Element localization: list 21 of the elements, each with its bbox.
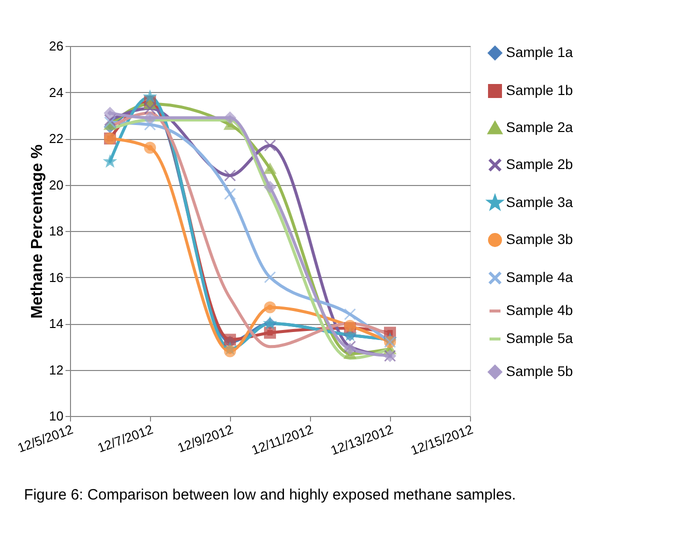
text: Figure 6: Comparison between low and highly exposed methane samples. bbox=[24, 486, 516, 504]
y-tick-label: 22 bbox=[49, 131, 64, 146]
legend-label: Sample 2b bbox=[506, 156, 574, 172]
legend-label: Sample 3b bbox=[506, 231, 574, 247]
legend-label: Sample 5b bbox=[506, 363, 574, 379]
legend-label: Sample 4a bbox=[506, 269, 574, 285]
y-tick-label: 24 bbox=[49, 84, 64, 100]
y-tick-label: 10 bbox=[49, 408, 64, 424]
y-axis-title: Methane Percentage % bbox=[29, 144, 46, 319]
y-tick-label: 12 bbox=[49, 362, 64, 378]
y-tick-label: 18 bbox=[49, 224, 64, 238]
y-tick-label: 20 bbox=[49, 177, 64, 192]
y-tick-label: 16 bbox=[49, 270, 64, 285]
y-tick-label: 26 bbox=[49, 38, 64, 54]
legend-label: Sample 4b bbox=[506, 302, 574, 318]
y-tick-label: 14 bbox=[49, 316, 64, 331]
legend-label: Sample 1b bbox=[506, 82, 574, 98]
legend-label: Sample 1a bbox=[506, 44, 574, 60]
legend-label: Sample 5a bbox=[506, 330, 574, 346]
legend-label: Sample 3a bbox=[506, 194, 574, 210]
legend-label: Sample 2a bbox=[506, 119, 574, 135]
